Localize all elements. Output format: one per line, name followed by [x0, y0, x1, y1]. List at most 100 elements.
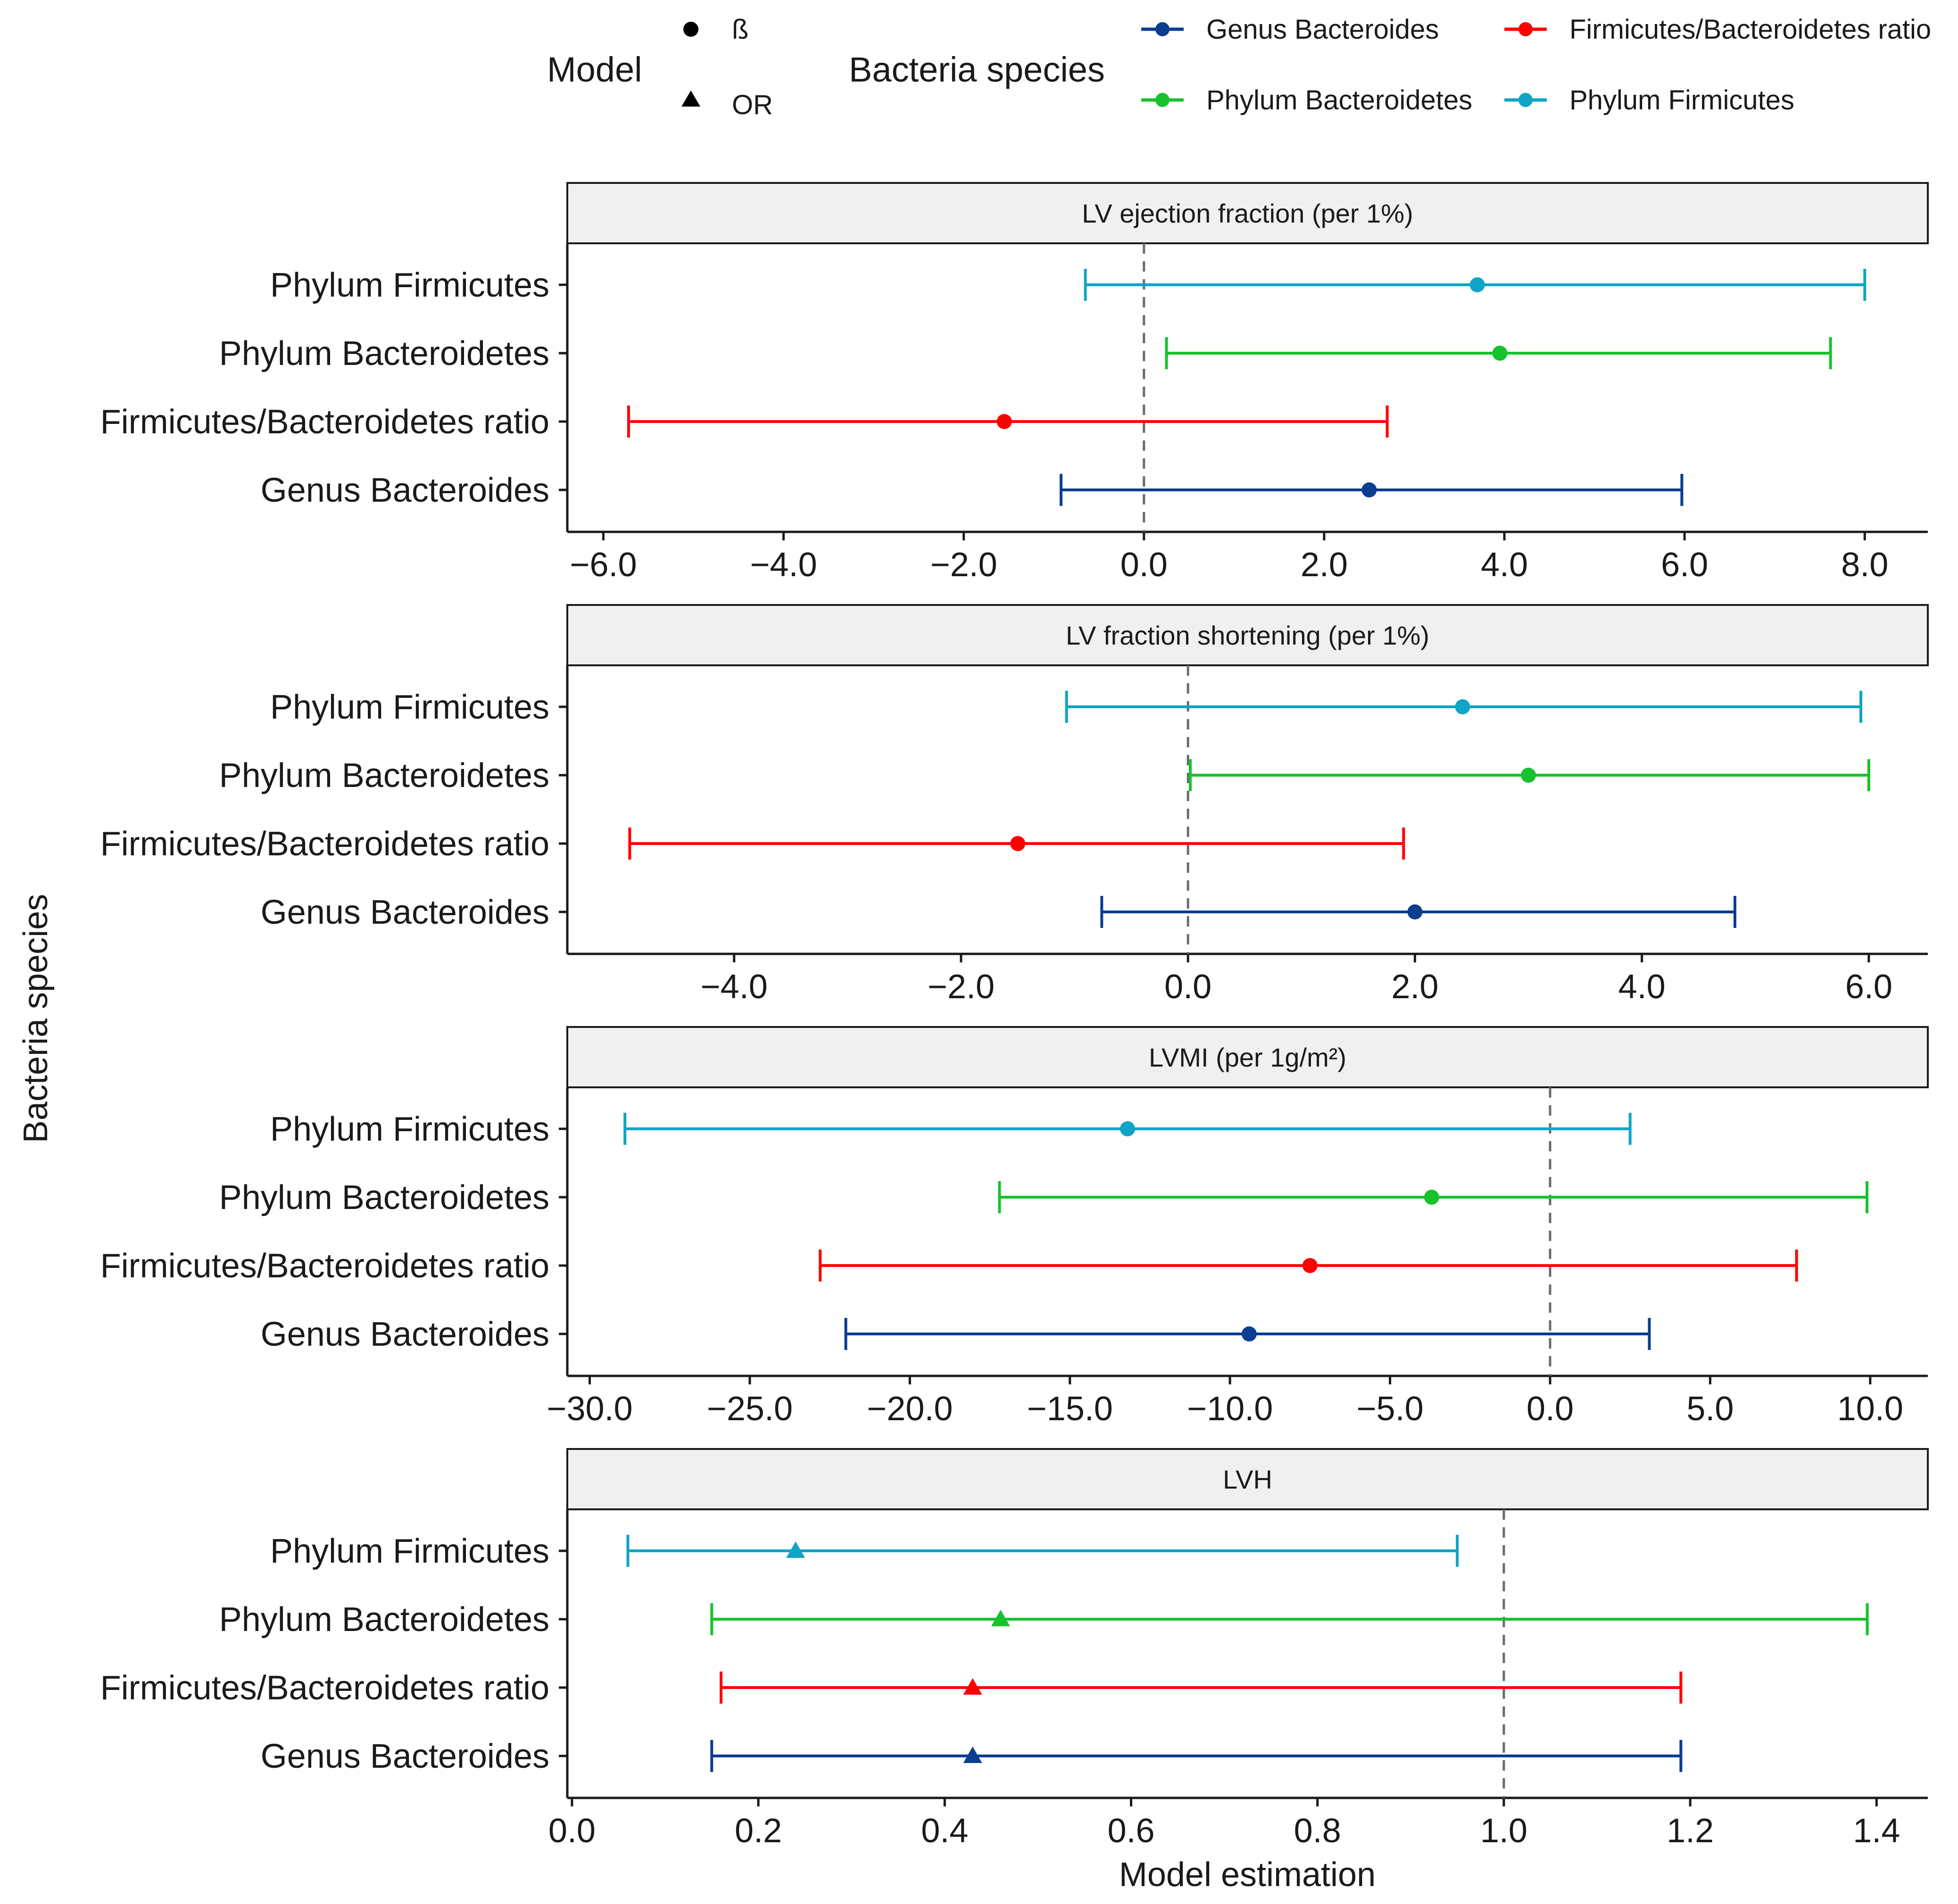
legend-label-fb-ratio: Firmicutes/Bacteroidetes ratio: [1569, 14, 1931, 45]
x-tick-label: 2.0: [1301, 546, 1348, 584]
category-label: Phylum Bacteroidetes: [219, 1601, 549, 1639]
legend-label-phylum-firmicutes: Phylum Firmicutes: [1569, 85, 1794, 116]
x-tick-label: −10.0: [1187, 1390, 1273, 1428]
legend-key-genus-bacteroides: Genus Bacteroides: [1141, 14, 1439, 45]
x-tick-label: 0.8: [1294, 1812, 1341, 1850]
x-tick-label: −4.0: [701, 968, 768, 1006]
x-tick-label: 6.0: [1661, 546, 1708, 584]
x-tick-label: 1.2: [1667, 1812, 1714, 1850]
estimate-point: [1424, 1190, 1439, 1205]
x-tick-label: 0.0: [1164, 968, 1211, 1006]
category-label: Phylum Bacteroidetes: [219, 757, 549, 795]
category-label: Firmicutes/Bacteroidetes ratio: [100, 1247, 549, 1285]
x-tick-label: −2.0: [928, 968, 995, 1006]
row-phylum-firmicutes: Phylum Firmicutes: [270, 1110, 1632, 1148]
estimate-point: [1361, 482, 1377, 497]
x-tick-label: −30.0: [547, 1390, 632, 1428]
panel-3: LVMI (per 1g/m²) −30.0 −25.0 −20.0 −15.0 −10.…: [100, 1026, 1929, 1428]
row-phylum-bacteroidetes: Phylum Bacteroidetes: [219, 1601, 1869, 1639]
category-label: Genus Bacteroides: [261, 472, 549, 509]
legend-dot-phylum-bacteroidetes: [1155, 93, 1170, 107]
row-phylum-firmicutes: Phylum Firmicutes: [270, 1532, 1459, 1570]
panel-strip: [566, 182, 1929, 244]
x-tick-label: 5.0: [1686, 1390, 1734, 1428]
legend-species-title: Bacteria species: [849, 50, 1105, 89]
x-tick-label: 6.0: [1845, 968, 1892, 1006]
row-genus-bacteroides: Genus Bacteroides: [261, 472, 1684, 509]
x-tick-label: −5.0: [1357, 1390, 1424, 1428]
legend-dot-fb-ratio: [1518, 22, 1533, 36]
x-tick-label: 4.0: [1618, 968, 1666, 1006]
category-label: Genus Bacteroides: [261, 1738, 549, 1775]
panels: LV ejection fraction (per 1%) −6.0 −4.0 −2.…: [100, 182, 1929, 1850]
legend-label-genus-bacteroides: Genus Bacteroides: [1206, 14, 1439, 45]
legend-dot-genus-bacteroides: [1155, 22, 1170, 36]
x-tick-label: 0.0: [548, 1812, 596, 1850]
x-axis-title: Model estimation: [1119, 1856, 1376, 1894]
x-tick-label: 0.0: [1527, 1390, 1574, 1428]
legend-circle-icon: [683, 22, 698, 37]
estimate-point: [1302, 1258, 1318, 1273]
panel-strip: [566, 1026, 1929, 1088]
category-label: Firmicutes/Bacteroidetes ratio: [100, 1669, 549, 1707]
estimate-triangle-point: [963, 1678, 982, 1695]
panel-strip: [566, 1448, 1929, 1510]
estimate-triangle-point: [786, 1541, 805, 1558]
estimate-point: [1455, 699, 1470, 714]
legend-dot-phylum-firmicutes: [1518, 93, 1533, 107]
x-tick-label: −15.0: [1027, 1390, 1113, 1428]
x-tick-label: 0.4: [921, 1812, 968, 1850]
row-phylum-firmicutes: Phylum Firmicutes: [270, 688, 1863, 726]
legend-label-phylum-bacteroidetes: Phylum Bacteroidetes: [1206, 85, 1472, 116]
category-label: Phylum Bacteroidetes: [219, 335, 549, 373]
x-tick-label: 0.0: [1120, 546, 1168, 584]
panel-title: LVH: [1223, 1465, 1272, 1494]
panel-title: LV fraction shortening (per 1%): [1066, 621, 1429, 650]
category-label: Genus Bacteroides: [261, 1316, 549, 1353]
category-label: Phylum Firmicutes: [270, 688, 549, 726]
row-firmicutes-bacteroidetes-ratio: Firmicutes/Bacteroidetes ratio: [100, 825, 1405, 863]
panel-title: LV ejection fraction (per 1%): [1082, 199, 1413, 228]
panel-4: LVH 0.0 0.2 0.4 0.6 0.8 1.0 1.2 1.4 Phylum Firmic…: [100, 1448, 1929, 1850]
row-genus-bacteroides: Genus Bacteroides: [261, 1738, 1683, 1775]
legend-model-title: Model: [547, 50, 642, 89]
row-genus-bacteroides: Genus Bacteroides: [261, 894, 1736, 931]
estimate-point: [1120, 1121, 1135, 1136]
estimate-triangle-point: [963, 1747, 982, 1763]
estimate-point: [1407, 904, 1423, 919]
x-tick-label: 8.0: [1841, 546, 1888, 584]
estimate-point: [1241, 1326, 1257, 1341]
x-tick-label: −2.0: [930, 546, 997, 584]
row-phylum-bacteroidetes: Phylum Bacteroidetes: [219, 335, 1832, 373]
row-phylum-bacteroidetes: Phylum Bacteroidetes: [219, 757, 1870, 795]
x-tick-label: 0.2: [735, 1812, 782, 1850]
x-tick-label: 0.6: [1107, 1812, 1154, 1850]
x-tick-label: 1.0: [1480, 1812, 1527, 1850]
estimate-point: [996, 414, 1012, 429]
estimate-triangle-point: [991, 1610, 1010, 1626]
x-tick-label: 1.4: [1853, 1812, 1900, 1850]
category-label: Phylum Bacteroidetes: [219, 1179, 549, 1217]
row-genus-bacteroides: Genus Bacteroides: [261, 1316, 1651, 1353]
panel-strip: [566, 604, 1929, 666]
row-phylum-firmicutes: Phylum Firmicutes: [270, 266, 1867, 304]
estimate-point: [1492, 346, 1508, 361]
row-firmicutes-bacteroidetes-ratio: Firmicutes/Bacteroidetes ratio: [100, 1247, 1798, 1285]
x-tick-label: 10.0: [1837, 1390, 1903, 1428]
legend: Model ß OR Bacteria species Genus Bacter…: [547, 14, 1931, 120]
category-label: Phylum Firmicutes: [270, 1110, 549, 1148]
category-label: Firmicutes/Bacteroidetes ratio: [100, 825, 549, 863]
x-tick-label: −4.0: [750, 546, 817, 584]
panel-2: LV fraction shortening (per 1%) −4.0 −2.0 0…: [100, 604, 1929, 1006]
x-tick-label: −25.0: [707, 1390, 793, 1428]
row-phylum-bacteroidetes: Phylum Bacteroidetes: [219, 1179, 1869, 1217]
category-label: Genus Bacteroides: [261, 894, 549, 931]
estimate-point: [1469, 277, 1485, 292]
category-label: Phylum Firmicutes: [270, 1532, 549, 1570]
legend-key-phylum-firmicutes: Phylum Firmicutes: [1504, 85, 1794, 116]
x-tick-label: 4.0: [1481, 546, 1528, 584]
row-firmicutes-bacteroidetes-ratio: Firmicutes/Bacteroidetes ratio: [100, 1669, 1683, 1707]
category-label: Phylum Firmicutes: [270, 266, 549, 304]
